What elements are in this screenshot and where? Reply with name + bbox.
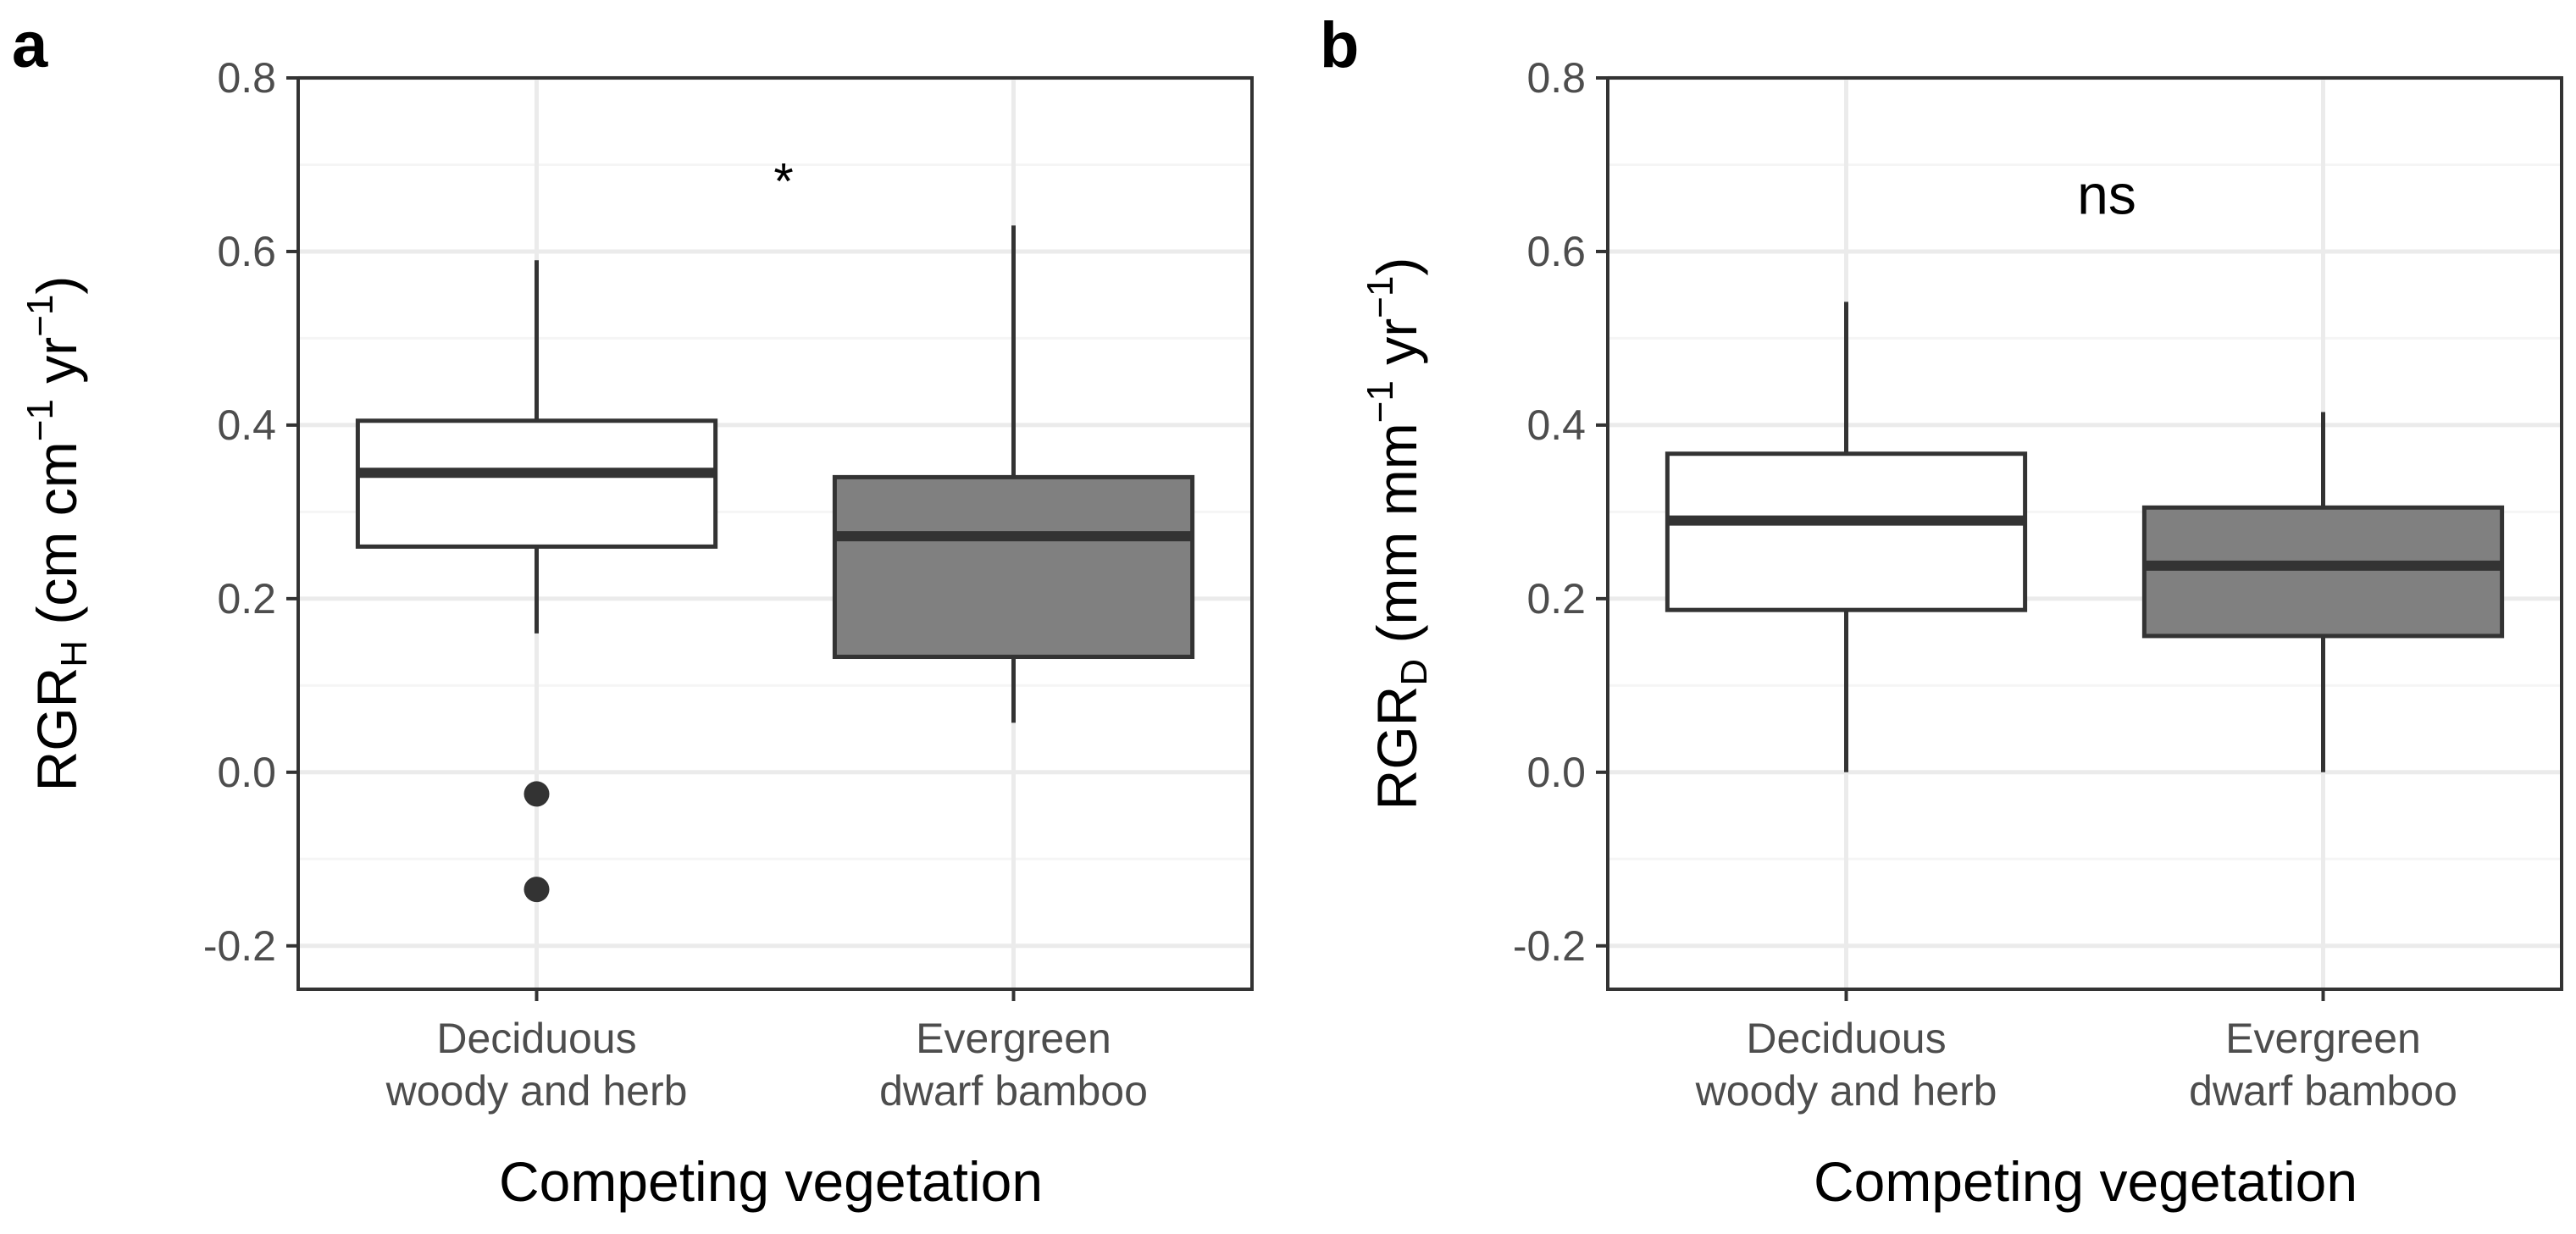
panel-label-b: b	[1320, 9, 1360, 81]
outlier-point	[524, 877, 550, 903]
x-tick-label: dwarf bamboo	[879, 1067, 1148, 1115]
box-iqr	[2141, 505, 2505, 639]
y-tick-label: 0.2	[217, 575, 276, 623]
box-iqr	[1665, 451, 2028, 612]
y-tick-label: 0.8	[1526, 54, 1586, 102]
outlier-point	[524, 781, 550, 807]
box-1	[355, 260, 718, 903]
y-tick-label: 0.4	[1526, 401, 1586, 449]
y-tick-label: -0.2	[203, 922, 276, 970]
x-tick-label: Deciduous	[1746, 1015, 1946, 1062]
x-tick-label: dwarf bamboo	[2189, 1067, 2457, 1115]
panel-label-a: a	[12, 9, 48, 81]
box-iqr	[832, 474, 1195, 660]
panel-border	[1606, 76, 2563, 991]
box-1	[1665, 302, 2028, 772]
y-tick-label: 0.2	[1526, 575, 1586, 623]
y-axis-title: RGRH (cm cm−1 yr−1)	[19, 276, 95, 792]
y-axis-title: RGRD (mm mm−1 yr−1)	[1360, 257, 1435, 811]
y-tick-label: 0.0	[1526, 749, 1586, 796]
x-tick-label: Evergreen	[2225, 1015, 2421, 1062]
x-axis-title: Competing vegetation	[499, 1150, 1043, 1213]
box-2	[2141, 412, 2505, 772]
box-2	[832, 225, 1195, 723]
panel-a: -0.2 0.0 0.2 0.4 0.6 0.8 Deciduous woody and he…	[19, 54, 1254, 1213]
significance-annotation: ns	[2077, 163, 2136, 225]
y-tick-label: 0.6	[217, 228, 276, 275]
y-tick-label: 0.0	[217, 749, 276, 796]
panel-b: -0.2 0.0 0.2 0.4 0.6 0.8 Deciduous woody and he…	[1360, 54, 2563, 1213]
y-tick-label: -0.2	[1513, 922, 1586, 970]
y-tick-label: 0.8	[217, 54, 276, 102]
y-tick-label: 0.4	[217, 401, 276, 449]
panel-border	[296, 76, 1254, 991]
y-tick-label: 0.6	[1526, 228, 1586, 275]
x-tick-label: woody and herb	[385, 1067, 688, 1115]
x-tick-label: Evergreen	[916, 1015, 1111, 1062]
significance-annotation: *	[773, 153, 793, 210]
x-tick-label: woody and herb	[1695, 1067, 1997, 1115]
x-tick-label: Deciduous	[436, 1015, 636, 1062]
box-iqr	[355, 418, 718, 549]
x-axis-title: Competing vegetation	[1814, 1150, 2357, 1213]
